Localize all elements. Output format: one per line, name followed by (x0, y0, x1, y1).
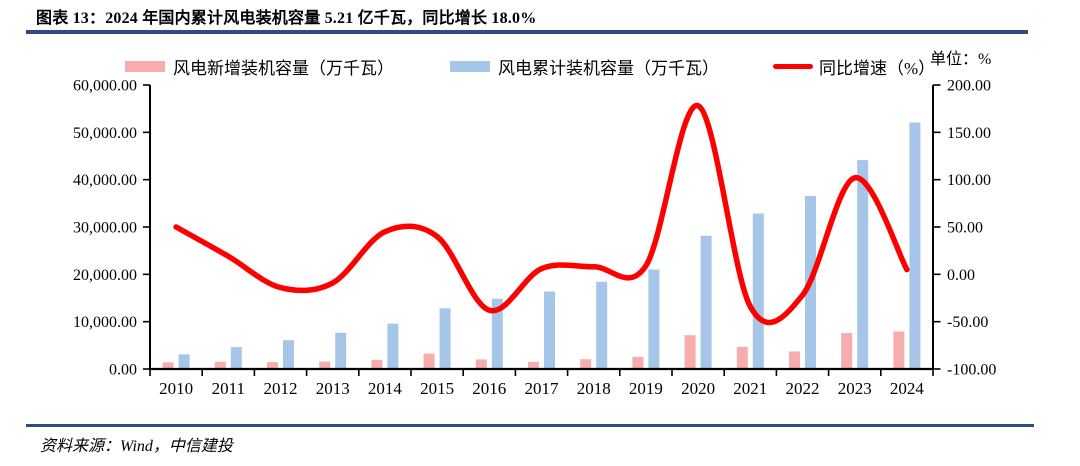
bar-new-2024 (893, 331, 905, 369)
bar-new-2016 (475, 359, 487, 369)
x-axis-label-2010: 2010 (159, 379, 193, 398)
x-axis-label-2011: 2011 (212, 379, 245, 398)
y-axis-left-tick-label: 0.00 (109, 362, 137, 379)
y-axis-right-tick-label: 100.00 (947, 172, 991, 189)
bar-cumulative-2010 (178, 354, 190, 369)
legend-swatch-cumulative-capacity (450, 60, 490, 72)
bar-cumulative-2024 (909, 122, 921, 369)
title-divider-rule (26, 30, 1028, 34)
y-axis-right-tick-label: -50.00 (947, 314, 988, 331)
bar-new-2020 (684, 335, 696, 369)
bar-cumulative-2016 (491, 298, 503, 369)
x-axis-label-2019: 2019 (629, 379, 663, 398)
legend-label-cumulative-capacity: 风电累计装机容量（万千瓦） (498, 58, 719, 78)
x-axis-label-2018: 2018 (577, 379, 611, 398)
bar-new-2014 (371, 359, 383, 369)
wind-capacity-combo-chart: 0.00 10,000.00 20,000.00 30,000.00 40,000.00… (73, 78, 996, 399)
bar-cumulative-2020 (700, 235, 712, 369)
legend-label-new-capacity: 风电新增装机容量（万千瓦） (173, 58, 394, 78)
bar-new-2013 (319, 361, 331, 369)
x-axis-label-2013: 2013 (316, 379, 350, 398)
bar-cumulative-2015 (439, 308, 451, 369)
x-axis-label-2012: 2012 (264, 379, 298, 398)
bar-new-2023 (841, 333, 853, 369)
bar-new-2017 (528, 361, 539, 369)
legend-label-yoy-growth: 同比增速（%） (819, 58, 936, 78)
y-axis-left-tick-label: 20,000.00 (73, 267, 137, 284)
bar-cumulative-2018 (596, 281, 608, 369)
bar-new-2018 (580, 359, 592, 369)
y-axis-right-tick-label: 50.00 (947, 220, 983, 237)
bar-cumulative-2023 (857, 160, 869, 369)
y-axis-right-tick-label: 0.00 (947, 267, 975, 284)
legend-item-cumulative-capacity: 风电累计装机容量（万千瓦） (450, 54, 719, 78)
bar-new-2022 (789, 351, 800, 369)
legend-item-new-capacity: 风电新增装机容量（万千瓦） (125, 54, 394, 78)
x-axis-label-2021: 2021 (733, 379, 767, 398)
y-axis-left-tick-label: 10,000.00 (73, 314, 137, 331)
y-axis-left-tick-label: 40,000.00 (73, 172, 137, 189)
legend-swatch-yoy-growth-line (773, 63, 813, 69)
y-axis-right-tick-label: 200.00 (947, 78, 991, 95)
x-axis-label-2022: 2022 (786, 379, 820, 398)
footer-divider-rule (26, 424, 1034, 427)
y-axis-right-tick-label: 150.00 (947, 125, 991, 142)
x-axis-label-2023: 2023 (838, 379, 872, 398)
bar-cumulative-2021 (752, 213, 764, 369)
bar-cumulative-2013 (335, 332, 347, 369)
bar-cumulative-2017 (544, 291, 555, 369)
bar-new-2015 (423, 353, 435, 369)
bar-cumulative-2012 (283, 340, 294, 369)
bar-cumulative-2011 (230, 347, 242, 369)
x-axis-label-2014: 2014 (368, 379, 403, 398)
y-axis-left-tick-label: 60,000.00 (73, 78, 137, 95)
x-axis-label-2024: 2024 (890, 379, 925, 398)
bar-new-2021 (736, 346, 748, 369)
y-axis-right-tick-label: -100.00 (947, 362, 996, 379)
x-axis-label-2015: 2015 (420, 379, 454, 398)
x-axis-label-2020: 2020 (681, 379, 715, 398)
legend-item-yoy-growth: 同比增速（%） (773, 54, 935, 78)
y-axis-left-tick-label: 30,000.00 (73, 220, 137, 237)
bar-new-2019 (632, 356, 644, 369)
bar-cumulative-2014 (387, 323, 399, 369)
y-axis-left-tick-label: 50,000.00 (73, 125, 137, 142)
legend-swatch-new-capacity (125, 60, 165, 72)
x-axis-label-2016: 2016 (472, 379, 506, 398)
x-axis-label-2017: 2017 (525, 379, 560, 398)
chart-title: 图表 13：2024 年国内累计风电装机容量 5.21 亿千瓦，同比增长 18.… (36, 10, 537, 27)
source-text: 资料来源：Wind，中信建投 (40, 438, 233, 455)
bar-cumulative-2019 (648, 269, 660, 369)
axis-unit-label: 单位：% (930, 51, 992, 68)
bar-new-2011 (214, 361, 226, 369)
bar-new-2012 (267, 362, 278, 369)
yoy-growth-line (173, 103, 910, 326)
bar-new-2010 (162, 362, 174, 369)
